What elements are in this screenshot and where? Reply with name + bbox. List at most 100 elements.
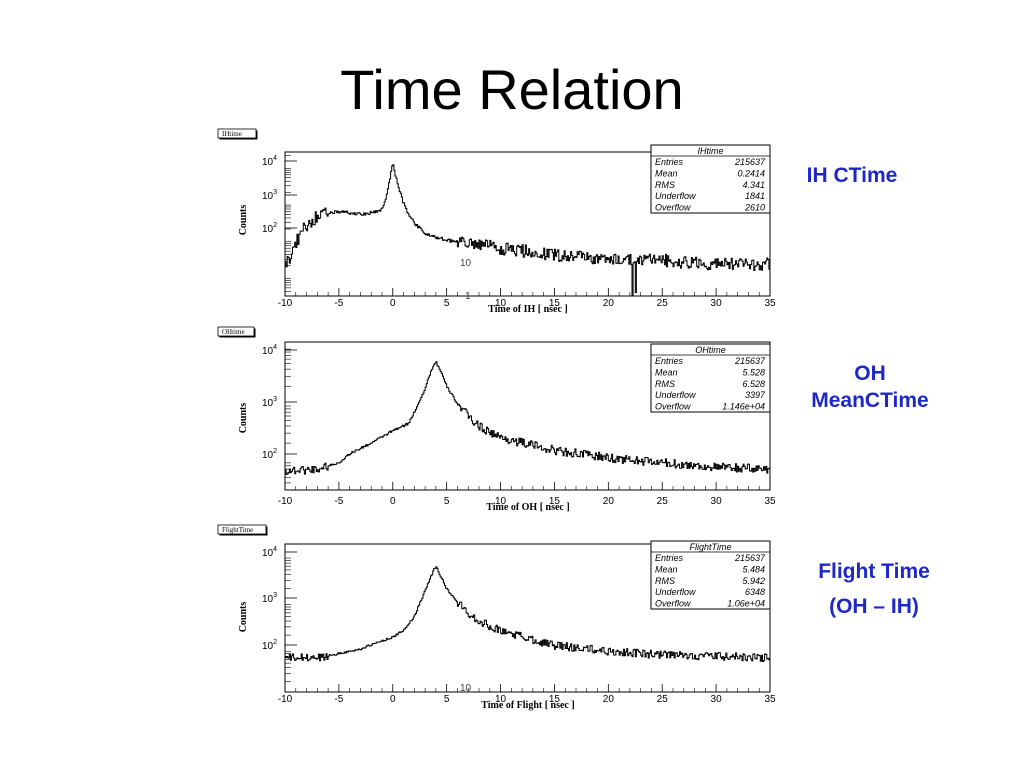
x-tick-label: 35 xyxy=(764,694,776,705)
stats-value: 4.341 xyxy=(742,180,765,190)
y-tick-label: 103 xyxy=(262,189,277,202)
y-tick-label: 103 xyxy=(262,396,277,409)
x-tick-label: 15 xyxy=(549,298,561,309)
y-tick-exponent: 3 xyxy=(273,396,277,403)
stats-value: 1.06e+04 xyxy=(727,599,765,609)
stats-value: 6.528 xyxy=(742,379,765,389)
label-line: (OH – IH) xyxy=(829,594,919,618)
hist-tag-box xyxy=(217,524,267,535)
x-tick-label: 35 xyxy=(764,298,776,309)
hist-tag-box xyxy=(217,128,257,139)
stats-key: Entries xyxy=(655,157,684,167)
stats-box: OHtime Entries 215637 Mean 5.528 RMS 6.528 Unde… xyxy=(650,343,771,413)
y-axis-title: Counts xyxy=(238,602,249,633)
stats-key: RMS xyxy=(655,576,675,586)
stray-label: 1 xyxy=(465,291,471,302)
y-tick-exponent: 2 xyxy=(273,222,277,229)
plot-frame xyxy=(284,543,771,693)
y-tick-exponent: 3 xyxy=(273,189,277,196)
stats-box: IHtime Entries 215637 Mean 0.2414 RMS 4.341 Und… xyxy=(650,144,771,214)
x-tick-label: 20 xyxy=(603,496,615,507)
y-axis-title: Counts xyxy=(238,403,249,434)
hist-tag-label: OHtime xyxy=(222,328,245,336)
x-tick-label: 10 xyxy=(495,694,507,705)
x-tick-label: 20 xyxy=(603,298,615,309)
stats-value: 1.146e+04 xyxy=(722,402,765,412)
x-tick-label: 25 xyxy=(657,496,669,507)
x-tick-label: 0 xyxy=(390,496,396,507)
stats-value: 1841 xyxy=(745,191,765,201)
x-tick-label: 25 xyxy=(657,298,669,309)
stats-value: 5.484 xyxy=(742,564,765,574)
label-line: IH CTime xyxy=(806,164,898,187)
x-tick-label: 30 xyxy=(711,298,723,309)
stats-value: 2610 xyxy=(744,203,765,213)
stats-title: FlightTime xyxy=(690,542,732,552)
x-tick-label: 5 xyxy=(444,298,450,309)
stats-title: IHtime xyxy=(697,146,723,156)
y-tick-exponent: 4 xyxy=(273,344,277,351)
stats-key: Overflow xyxy=(655,203,691,213)
x-tick-label: -5 xyxy=(334,694,343,705)
histogram-series xyxy=(285,361,770,475)
histogram-panel-FlightTime: FlightTime-10 -5 0 5 10 15 20 25 30 35104103102Ti… xyxy=(217,524,776,711)
label-flight-time: Flight Time (OH – IH) xyxy=(800,555,948,624)
stats-key: RMS xyxy=(655,180,675,190)
y-tick-exponent: 2 xyxy=(273,448,277,455)
x-tick-label: -10 xyxy=(278,694,293,705)
histogram-series xyxy=(285,164,770,297)
y-tick-label: 104 xyxy=(262,155,277,168)
x-tick-label: 5 xyxy=(444,694,450,705)
stats-box: FlightTime Entries 215637 Mean 5.484 RMS 5.942… xyxy=(650,540,771,610)
y-tick-label: 104 xyxy=(262,344,277,357)
stats-key: Overflow xyxy=(655,599,691,609)
label-line: MeanCTime xyxy=(811,389,929,413)
stats-value: 5.528 xyxy=(742,367,765,377)
x-tick-label: 15 xyxy=(549,694,561,705)
stats-value: 215637 xyxy=(734,356,766,366)
slide-title: Time Relation xyxy=(340,58,684,121)
label-ih-ctime: IH CTime xyxy=(790,162,914,189)
label-line: Flight Time xyxy=(818,560,930,583)
x-tick-label: 35 xyxy=(764,496,776,507)
stats-key: Mean xyxy=(655,367,678,377)
hist-tag-label: FlightTime xyxy=(222,526,253,534)
stats-key: Mean xyxy=(655,168,678,178)
stats-key: Entries xyxy=(655,356,684,366)
stats-key: Overflow xyxy=(655,402,691,412)
stats-value: 215637 xyxy=(734,157,766,167)
label-oh-meanctime: OH MeanCTime xyxy=(790,360,950,415)
stats-key: Entries xyxy=(655,553,684,563)
stats-value: 215637 xyxy=(734,553,766,563)
x-tick-label: -10 xyxy=(278,496,293,507)
y-tick-exponent: 4 xyxy=(273,546,277,553)
hist-tag-box xyxy=(217,326,255,337)
x-tick-label: -5 xyxy=(334,298,343,309)
stats-key: Underflow xyxy=(655,390,696,400)
x-axis-title: Time of Flight [ nsec ] xyxy=(481,700,574,711)
x-tick-label: 30 xyxy=(711,496,723,507)
stats-value: 6348 xyxy=(745,587,765,597)
y-tick-label: 104 xyxy=(262,546,277,559)
x-tick-label: 25 xyxy=(657,694,669,705)
stats-title: OHtime xyxy=(695,345,726,355)
stray-label: 10 xyxy=(460,683,472,694)
stats-value: 0.2414 xyxy=(737,168,765,178)
y-tick-label: 102 xyxy=(262,222,277,235)
y-tick-exponent: 4 xyxy=(273,155,277,162)
y-tick-label: 102 xyxy=(262,448,277,461)
x-tick-label: 0 xyxy=(390,298,396,309)
x-tick-label: 10 xyxy=(495,298,507,309)
histogram-series xyxy=(285,566,770,662)
x-axis-title: Time of IH [ nsec ] xyxy=(488,304,568,315)
x-tick-label: 10 xyxy=(495,496,507,507)
stats-key: RMS xyxy=(655,379,675,389)
stray-label: 10 xyxy=(460,258,472,269)
stats-value: 5.942 xyxy=(742,576,765,586)
x-tick-label: -5 xyxy=(334,496,343,507)
y-tick-exponent: 3 xyxy=(273,592,277,599)
x-tick-label: -10 xyxy=(278,298,293,309)
stats-value: 3397 xyxy=(745,390,766,400)
